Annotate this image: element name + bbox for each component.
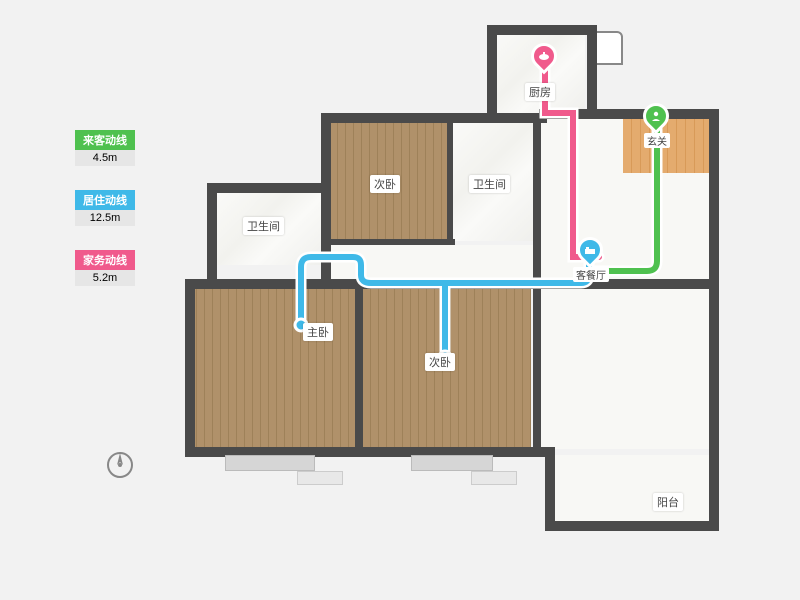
- wall: [487, 25, 497, 117]
- marker-label-entry: 玄关: [644, 133, 670, 148]
- person-icon: [650, 110, 662, 122]
- marker-living: 客餐厅: [577, 237, 605, 273]
- wall: [447, 119, 453, 243]
- wall: [321, 113, 547, 123]
- compass-icon: [105, 450, 135, 480]
- floorplan: 厨房 次卧 卫生间 卫生间 主卧 次卧 阳台 玄关 客餐厅: [185, 25, 720, 555]
- label-bathroom-left: 卫生间: [243, 217, 284, 235]
- wall: [321, 113, 331, 283]
- wall: [533, 119, 541, 453]
- wall: [185, 279, 195, 455]
- room-master: [189, 287, 355, 447]
- wall: [545, 521, 719, 531]
- wall: [587, 25, 597, 117]
- wall: [185, 279, 717, 289]
- bed-icon: [584, 244, 596, 256]
- wall: [327, 239, 455, 245]
- marker-label-living: 客餐厅: [573, 267, 609, 282]
- label-bathroom-top: 卫生间: [469, 175, 510, 193]
- wall: [487, 25, 595, 35]
- label-bedroom2-bot: 次卧: [425, 353, 455, 371]
- window: [297, 471, 343, 485]
- legend-item-living: 居住动线 12.5m: [75, 190, 135, 226]
- marker-kitchen: [531, 43, 559, 79]
- legend-label-guest: 来客动线: [75, 130, 135, 150]
- window: [225, 455, 315, 471]
- label-bedroom2-top: 次卧: [370, 175, 400, 193]
- legend-value-chores: 5.2m: [75, 270, 135, 286]
- label-balcony: 阳台: [653, 493, 683, 511]
- pot-icon: [538, 50, 550, 62]
- wall: [355, 285, 363, 453]
- window: [471, 471, 517, 485]
- wall: [545, 447, 555, 525]
- label-kitchen: 厨房: [525, 83, 555, 101]
- legend-item-chores: 家务动线 5.2m: [75, 250, 135, 286]
- room-balcony: [553, 455, 711, 521]
- wall: [709, 109, 719, 529]
- legend-value-living: 12.5m: [75, 210, 135, 226]
- window: [411, 455, 493, 471]
- legend: 来客动线 4.5m 居住动线 12.5m 家务动线 5.2m: [75, 130, 135, 310]
- label-master: 主卧: [303, 323, 333, 341]
- legend-label-living: 居住动线: [75, 190, 135, 210]
- legend-item-guest: 来客动线 4.5m: [75, 130, 135, 166]
- marker-entry: 玄关: [643, 103, 671, 139]
- legend-label-chores: 家务动线: [75, 250, 135, 270]
- wall: [539, 109, 717, 119]
- legend-value-guest: 4.5m: [75, 150, 135, 166]
- wall: [207, 183, 217, 283]
- room-corridor: [327, 245, 537, 281]
- wall: [207, 183, 329, 193]
